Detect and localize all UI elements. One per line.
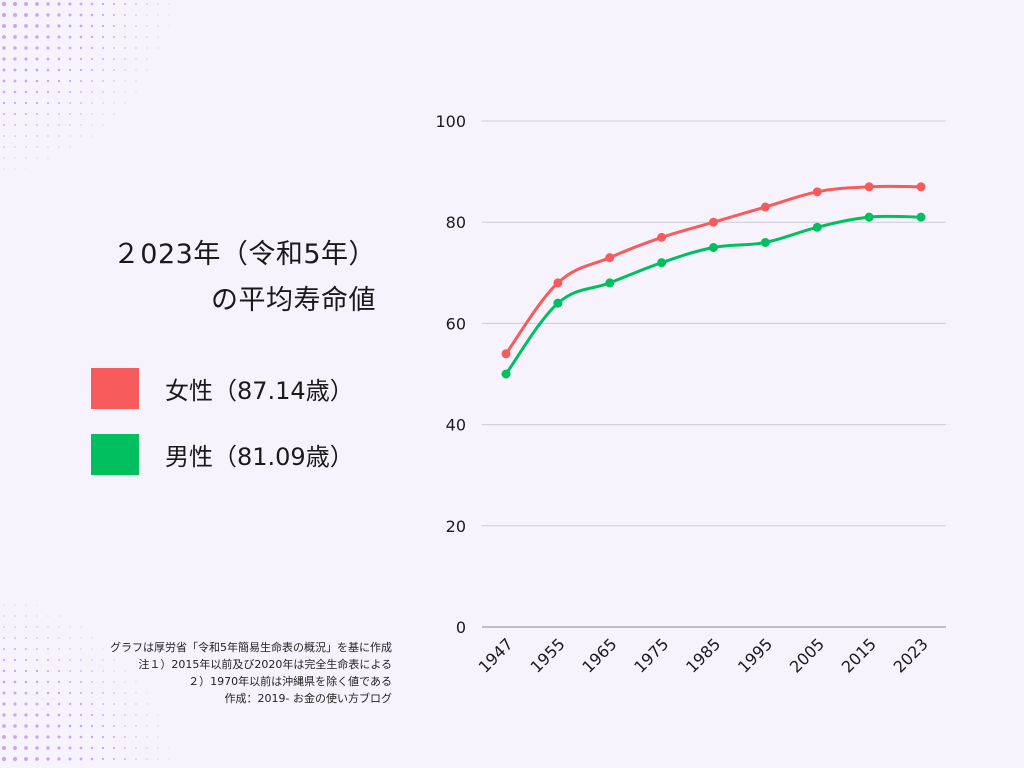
data-point-male — [916, 212, 926, 222]
footnote-2: ２）1970年以前は沖縄県を除く値である — [188, 675, 392, 688]
data-point-male — [605, 278, 615, 288]
y-tick-label: 100 — [435, 112, 466, 131]
x-tick-label: 1947 — [475, 634, 517, 676]
data-point-male — [553, 298, 563, 308]
source-notes: グラフは厚労省「令和5年簡易生命表の概況」を基に作成 注１）2015年以前及び2… — [20, 639, 392, 707]
x-tick-label: 1985 — [682, 634, 724, 676]
y-tick-label: 40 — [446, 416, 466, 435]
x-tick-label: 1975 — [630, 634, 672, 676]
data-point-male — [812, 222, 822, 232]
data-point-male — [501, 369, 511, 379]
data-point-female — [605, 253, 615, 263]
x-tick-label: 2015 — [838, 634, 880, 676]
series-line-male — [504, 214, 923, 376]
legend-label-female: 女性（87.14歳） — [165, 377, 354, 405]
data-point-female — [812, 187, 822, 197]
y-tick-label: 60 — [446, 314, 466, 333]
footnote-1: 注１）2015年以前及び2020年は完全生命表による — [138, 658, 392, 671]
data-point-female — [709, 217, 718, 227]
legend-swatch-female — [91, 368, 139, 409]
data-point-male — [760, 237, 770, 247]
x-tick-label: 1955 — [526, 634, 568, 676]
x-tick-label: 2023 — [890, 634, 932, 676]
data-point-female — [760, 202, 770, 212]
legend-item-male: 男性（81.09歳） — [91, 434, 391, 475]
data-point-female — [553, 278, 563, 288]
data-point-female — [657, 232, 667, 242]
chart-title: ２023年（令和5年） の平均寿命値 — [40, 232, 376, 324]
data-point-male — [864, 212, 874, 222]
x-tick-label: 1965 — [578, 634, 620, 676]
data-point-female — [501, 349, 511, 359]
y-tick-label: 0 — [456, 618, 466, 637]
chart-title-line1: ２023年（令和5年） — [112, 239, 376, 270]
legend-swatch-male — [91, 434, 139, 475]
legend-item-female: 女性（87.14歳） — [91, 368, 391, 409]
chart-title-line2: の平均寿命値 — [211, 285, 376, 316]
y-tick-label: 20 — [446, 517, 466, 536]
y-tick-label: 80 — [446, 213, 466, 232]
x-tick-label: 1995 — [734, 634, 776, 676]
series-line-female — [504, 184, 923, 356]
data-point-female — [864, 182, 874, 192]
data-point-male — [709, 243, 718, 252]
x-tick-label: 2005 — [786, 634, 828, 676]
author-credit: 作成：2019- お金の使い方ブログ — [224, 692, 392, 705]
data-point-male — [657, 258, 667, 268]
source-note: グラフは厚労省「令和5年簡易生命表の概況」を基に作成 — [110, 641, 392, 654]
legend-label-male: 男性（81.09歳） — [165, 443, 354, 471]
data-point-female — [916, 182, 926, 192]
